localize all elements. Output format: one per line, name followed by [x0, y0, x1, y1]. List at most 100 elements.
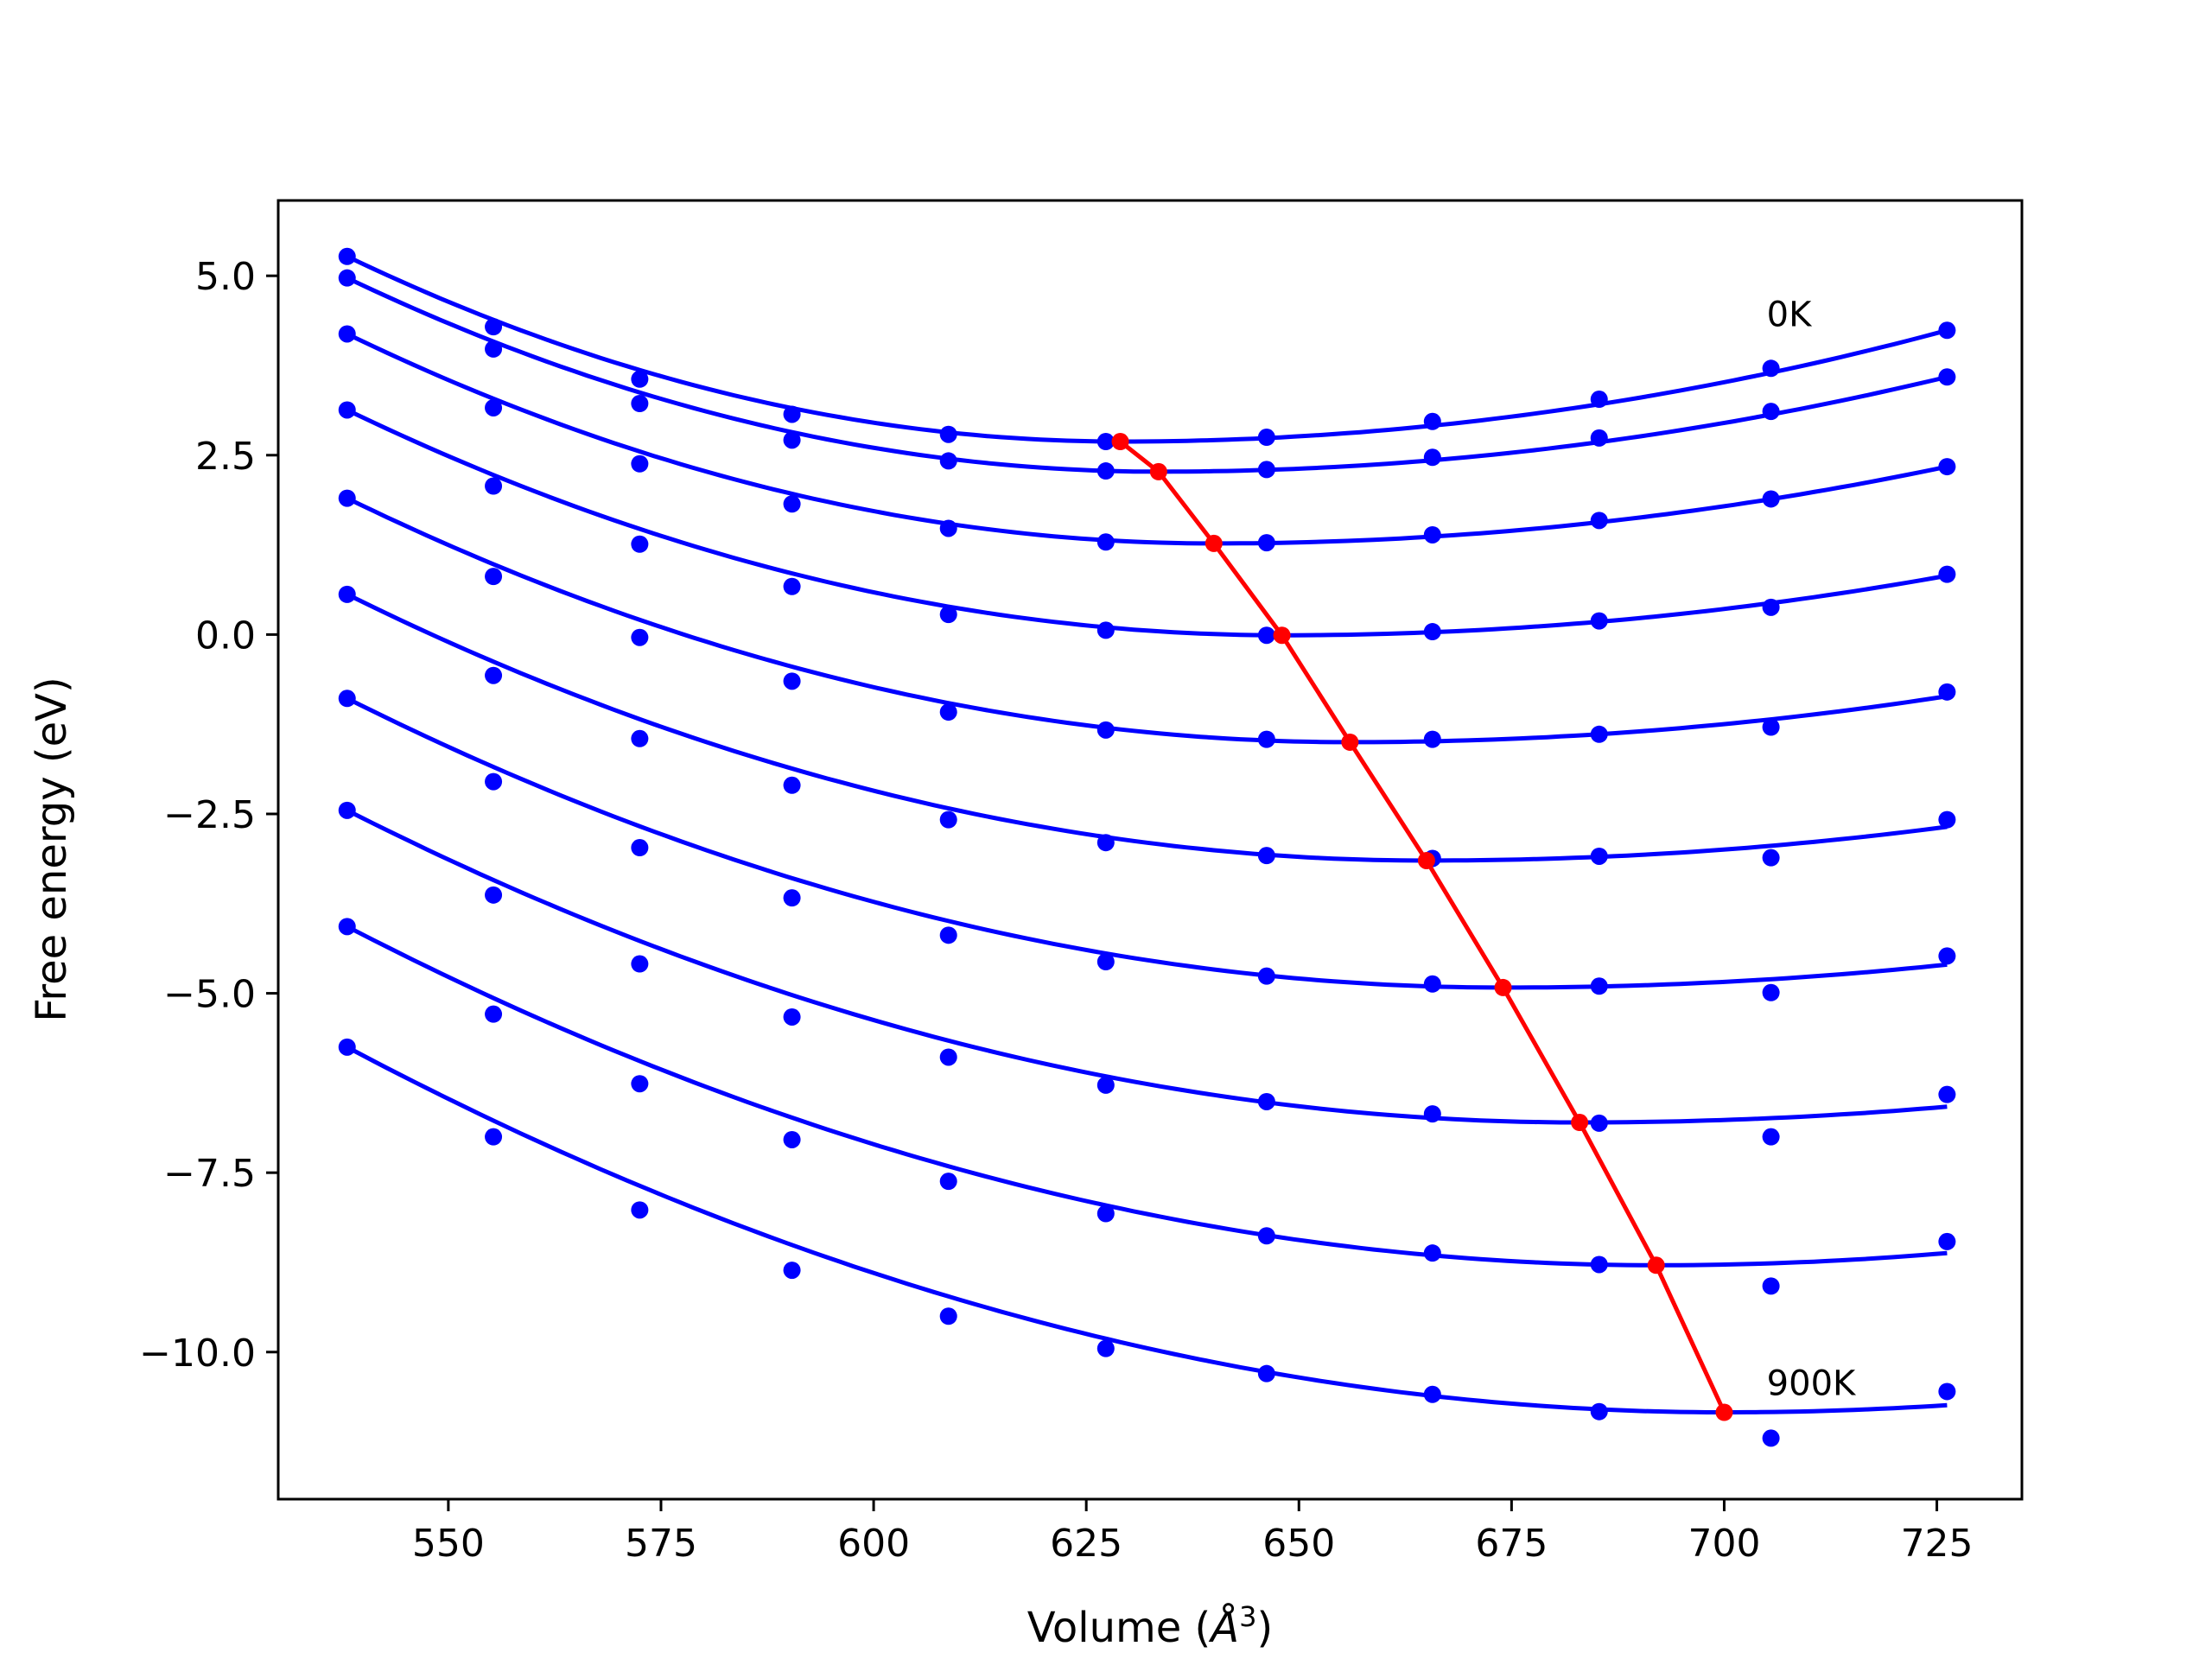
fit-curve-4: [346, 496, 1948, 745]
data-point: [1590, 612, 1608, 630]
plot-frame: [276, 199, 2024, 1501]
data-point: [1257, 967, 1275, 985]
y-tick-label: 5.0: [195, 255, 256, 299]
data-point: [1423, 1385, 1441, 1403]
data-point: [939, 452, 957, 470]
data-point: [1257, 847, 1275, 865]
curve-annotation: 0K: [1767, 295, 1813, 334]
data-point: [1938, 947, 1956, 965]
minimum-energy-path: [1111, 433, 1733, 1421]
curve-annotation: 900K: [1767, 1364, 1857, 1404]
minimum-point: [1715, 1403, 1733, 1421]
minimum-point: [1341, 733, 1359, 751]
data-point: [1096, 1205, 1115, 1223]
data-point: [1762, 403, 1780, 421]
fit-curve-1: [346, 276, 1948, 474]
data-point: [631, 535, 649, 553]
minimum-point: [1647, 1256, 1665, 1274]
data-point: [631, 370, 649, 388]
fit-curve-6: [346, 696, 1948, 990]
data-point: [1762, 1128, 1780, 1146]
x-tick-label: 675: [1475, 1522, 1548, 1566]
data-point: [631, 1075, 649, 1093]
data-point: [631, 628, 649, 646]
minimum-point: [1273, 626, 1291, 645]
data-point: [1590, 1402, 1608, 1421]
data-point: [1762, 359, 1780, 378]
data-point: [1590, 847, 1608, 865]
data-point: [783, 1130, 801, 1148]
data-point: [1257, 1092, 1275, 1110]
fit-curve-3: [346, 408, 1948, 638]
data-point: [783, 1262, 801, 1280]
fit-curve-9: [346, 1045, 1948, 1414]
data-points: [338, 247, 1956, 1447]
data-point: [1938, 683, 1956, 701]
data-point: [631, 1201, 649, 1219]
y-tick-label: −5.0: [163, 973, 256, 1017]
data-point: [1762, 1429, 1780, 1447]
data-point: [485, 477, 503, 495]
data-point: [1762, 718, 1780, 736]
data-point: [1096, 1076, 1115, 1094]
data-point: [783, 495, 801, 513]
data-point: [939, 1048, 957, 1066]
data-point: [1938, 368, 1956, 386]
data-point: [1938, 810, 1956, 829]
data-point: [1096, 433, 1115, 451]
data-point: [1938, 458, 1956, 476]
data-point: [338, 325, 356, 343]
data-point: [1762, 1277, 1780, 1295]
y-tick-label: −7.5: [163, 1152, 256, 1196]
data-point: [783, 577, 801, 595]
data-point: [631, 729, 649, 747]
x-tick-label: 700: [1688, 1522, 1760, 1566]
data-point: [1762, 598, 1780, 616]
data-point: [1096, 621, 1115, 639]
data-point: [631, 394, 649, 412]
data-point: [1096, 721, 1115, 739]
data-point: [338, 918, 356, 936]
data-point: [783, 405, 801, 423]
data-point: [939, 425, 957, 443]
minimum-point: [1571, 1114, 1589, 1132]
data-point: [1423, 975, 1441, 993]
data-point: [1590, 429, 1608, 447]
y-axis-label: Free energy (eV): [28, 677, 76, 1021]
data-point: [1590, 512, 1608, 530]
fit-curve-7: [346, 808, 1948, 1125]
x-tick-label: 625: [1050, 1522, 1122, 1566]
data-point: [631, 454, 649, 473]
minimum-point: [1111, 433, 1129, 451]
minimum-point: [1205, 534, 1223, 552]
x-tick-label: 550: [412, 1522, 485, 1566]
data-point: [1423, 730, 1441, 748]
y-tick-label: −10.0: [139, 1332, 256, 1376]
data-point: [939, 810, 957, 829]
y-axis-ticks: 5.0 2.5 0.0 −2.5 −5.0 −7.5 −10.0: [139, 255, 278, 1376]
data-point: [338, 247, 356, 265]
fit-curve-5: [346, 592, 1948, 863]
data-point: [1423, 1105, 1441, 1123]
data-point: [338, 690, 356, 708]
x-axis-label: Volume (Å3): [1027, 1600, 1273, 1652]
y-tick-label: 2.5: [195, 435, 256, 479]
data-point: [1590, 977, 1608, 995]
x-tick-label: 725: [1901, 1522, 1974, 1566]
data-point: [939, 606, 957, 624]
y-tick-label: −2.5: [163, 793, 256, 837]
data-point: [1096, 1339, 1115, 1357]
data-point: [783, 776, 801, 794]
data-point: [1590, 1114, 1608, 1132]
data-point: [631, 955, 649, 973]
data-point: [1257, 1364, 1275, 1382]
data-point: [783, 889, 801, 907]
x-axis-ticks: 550 575 600 625 650 675 700 725: [412, 1499, 1974, 1566]
data-point: [1096, 533, 1115, 551]
data-point: [1590, 391, 1608, 409]
data-point: [1938, 1085, 1956, 1103]
x-tick-label: 650: [1262, 1522, 1335, 1566]
data-point: [783, 1007, 801, 1026]
curve-annotations: 0K 900K: [1767, 295, 1857, 1403]
